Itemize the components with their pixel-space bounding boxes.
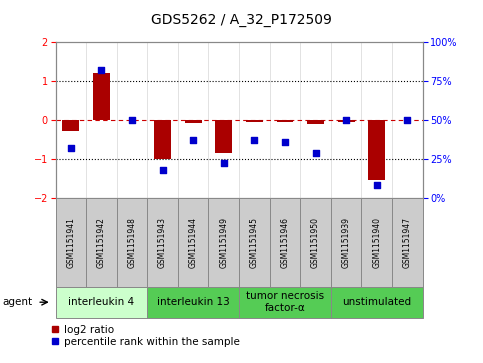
Text: GSM1151949: GSM1151949 [219,217,228,268]
Point [373,183,381,188]
Point [342,117,350,123]
Text: unstimulated: unstimulated [342,297,412,307]
Text: GDS5262 / A_32_P172509: GDS5262 / A_32_P172509 [151,13,332,27]
Bar [62,120,79,131]
Text: GSM1151947: GSM1151947 [403,217,412,268]
Text: GSM1151939: GSM1151939 [341,217,351,268]
Point [251,137,258,143]
Bar [246,120,263,122]
Point [189,137,197,143]
Text: GSM1151944: GSM1151944 [189,217,198,268]
Text: interleukin 13: interleukin 13 [157,297,229,307]
Text: GSM1151942: GSM1151942 [97,217,106,268]
Text: GSM1151941: GSM1151941 [66,217,75,268]
Bar [307,120,324,125]
Legend: log2 ratio, percentile rank within the sample: log2 ratio, percentile rank within the s… [51,325,240,347]
Bar [369,120,385,180]
Text: GSM1151946: GSM1151946 [281,217,289,268]
Point [281,139,289,144]
Text: agent: agent [2,297,32,307]
Bar [154,120,171,159]
Text: interleukin 4: interleukin 4 [69,297,134,307]
Bar [215,120,232,153]
Point [67,145,75,151]
Point [312,150,319,155]
Bar [277,120,293,122]
Point [159,167,167,173]
Bar [338,120,355,122]
Text: GSM1151950: GSM1151950 [311,217,320,268]
Bar [185,120,201,123]
Point [403,117,411,123]
Text: GSM1151940: GSM1151940 [372,217,381,268]
Text: GSM1151943: GSM1151943 [158,217,167,268]
Bar [93,73,110,120]
Text: GSM1151948: GSM1151948 [128,217,137,268]
Point [98,67,105,73]
Text: GSM1151945: GSM1151945 [250,217,259,268]
Point [128,117,136,123]
Point [220,160,227,166]
Text: tumor necrosis
factor-α: tumor necrosis factor-α [246,291,324,313]
